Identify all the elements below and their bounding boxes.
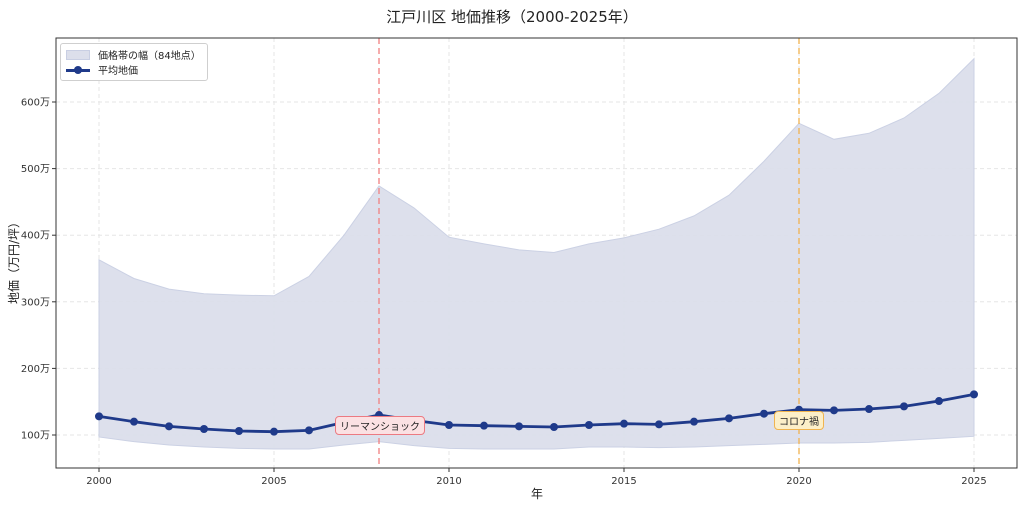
y-axis-ticks: 100万 200万 300万 400万 500万 600万 [21,98,56,442]
line-marker-icon [66,65,90,75]
lehman-shock-annotation: リーマンショック [335,416,425,435]
legend-mean-label: 平均地価 [98,66,138,77]
plot-frame [55,37,1018,469]
svg-text:2000: 2000 [86,476,111,487]
svg-text:100万: 100万 [21,431,50,442]
y-axis-title: 地価（万円/坪） [7,216,21,304]
svg-text:400万: 400万 [21,231,50,242]
legend-item-band: 価格帯の幅（84地点） [66,47,201,62]
event-lines [378,38,800,468]
svg-text:500万: 500万 [21,164,50,175]
covid-annotation: コロナ禍 [774,411,824,430]
x-axis-ticks: 2000 2005 2010 2015 2020 2025 [86,468,987,487]
svg-text:2025: 2025 [961,476,986,487]
svg-text:600万: 600万 [21,98,50,109]
legend-item-mean: 平均地価 [66,62,201,77]
x-axis-title: 年 [531,487,543,501]
price-range-band [98,57,975,450]
legend: 価格帯の幅（84地点） 平均地価 [60,43,208,81]
svg-text:300万: 300万 [21,297,50,308]
svg-text:2005: 2005 [261,476,286,487]
svg-text:2020: 2020 [786,476,811,487]
svg-text:200万: 200万 [21,364,50,375]
chart-title: 江戸川区 地価推移（2000-2025年） [386,8,638,26]
svg-text:2015: 2015 [611,476,636,487]
svg-text:2010: 2010 [436,476,461,487]
legend-band-label: 価格帯の幅（84地点） [98,51,201,62]
band-swatch-icon [66,49,90,60]
